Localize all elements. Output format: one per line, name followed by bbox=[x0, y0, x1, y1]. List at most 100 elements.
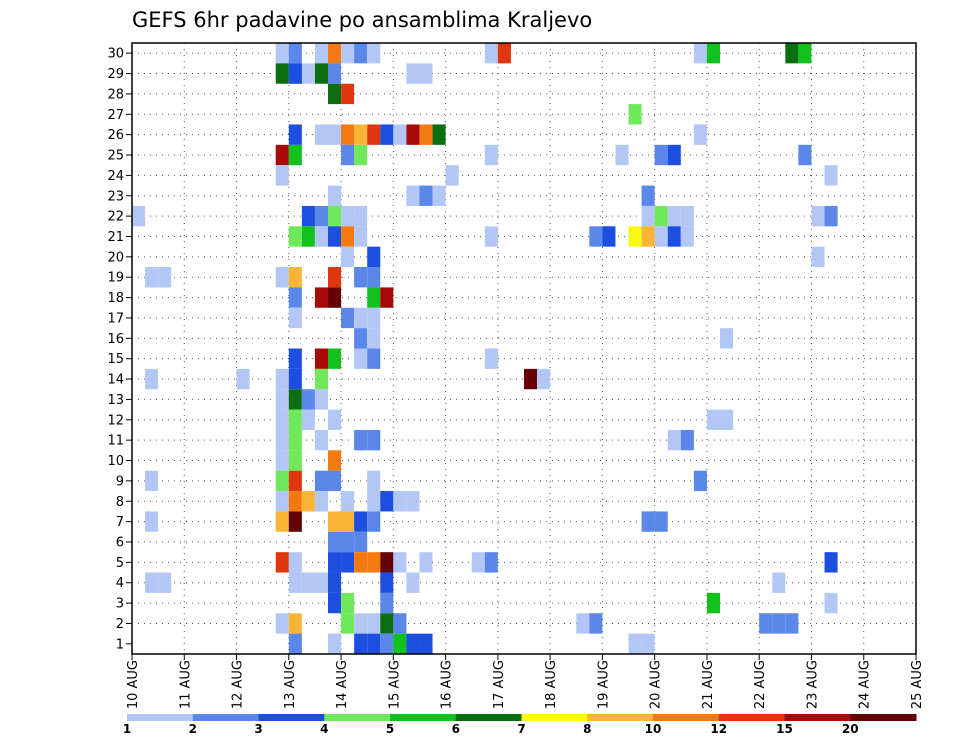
heatmap-cell bbox=[380, 633, 394, 654]
y-tick-label: 4 bbox=[116, 576, 124, 591]
heatmap-cell bbox=[288, 429, 302, 451]
x-tick-label: 20 AUG bbox=[649, 660, 664, 709]
heatmap-cell bbox=[314, 287, 328, 308]
heatmap-cell bbox=[314, 43, 328, 64]
heatmap-cell bbox=[380, 592, 394, 614]
heatmap-cell bbox=[288, 144, 302, 166]
heatmap-cell bbox=[275, 144, 289, 166]
heatmap-cell bbox=[367, 470, 381, 492]
heatmap-cell bbox=[693, 43, 707, 64]
heatmap-cell bbox=[341, 246, 355, 268]
heatmap-cell bbox=[367, 633, 381, 654]
x-tick-label: 12 AUG bbox=[231, 660, 246, 709]
heatmap-cell bbox=[811, 246, 825, 268]
heatmap-cell bbox=[328, 287, 342, 308]
colorbar-label: 20 bbox=[842, 722, 859, 736]
heatmap-cell bbox=[341, 124, 355, 145]
heatmap-cell bbox=[314, 572, 328, 593]
heatmap-cell bbox=[654, 205, 668, 227]
heatmap-cell bbox=[341, 613, 355, 634]
x-tick-label: 16 AUG bbox=[440, 660, 455, 709]
heatmap-cell bbox=[354, 328, 368, 349]
colorbar-swatch bbox=[784, 714, 851, 721]
heatmap-cell bbox=[275, 552, 289, 573]
heatmap-cell bbox=[524, 368, 538, 390]
x-tick-label: 10 AUG bbox=[126, 660, 141, 709]
heatmap-cell bbox=[471, 552, 485, 573]
colorbar-swatch bbox=[653, 714, 720, 721]
y-tick-label: 16 bbox=[107, 332, 124, 347]
colorbar-label: 7 bbox=[517, 722, 525, 736]
y-tick-label: 9 bbox=[116, 474, 124, 489]
heatmap-cell bbox=[484, 348, 498, 369]
heatmap-cell bbox=[354, 43, 368, 64]
y-tick-label: 25 bbox=[107, 149, 124, 164]
heatmap-cell bbox=[275, 63, 289, 84]
heatmap-cell bbox=[484, 43, 498, 64]
heatmap-cell bbox=[367, 511, 381, 532]
y-tick-label: 23 bbox=[107, 189, 124, 204]
heatmap-cell bbox=[354, 633, 368, 654]
heatmap-cell bbox=[301, 572, 315, 593]
heatmap-cell bbox=[380, 613, 394, 634]
colorbar-swatch bbox=[324, 714, 391, 721]
heatmap-cell bbox=[328, 226, 342, 247]
heatmap-cell bbox=[328, 552, 342, 573]
heatmap-cell bbox=[406, 633, 420, 654]
heatmap-cell bbox=[367, 429, 381, 451]
colorbar-label: 1 bbox=[123, 722, 131, 736]
colorbar: 1 2 3 4 5 6 7 8 10 12 15 20 bbox=[123, 714, 917, 736]
heatmap-cell bbox=[798, 43, 812, 64]
heatmap-cell bbox=[367, 613, 381, 634]
y-tick-label: 1 bbox=[116, 637, 124, 652]
heatmap-cell bbox=[275, 613, 289, 634]
heatmap-cell bbox=[354, 205, 368, 227]
heatmap-cell bbox=[380, 572, 394, 593]
heatmap-cell bbox=[641, 185, 655, 206]
heatmap-cell bbox=[654, 144, 668, 166]
heatmap-cell bbox=[785, 613, 799, 634]
colorbar-label: 15 bbox=[776, 722, 793, 736]
heatmap-cell bbox=[314, 470, 328, 492]
y-tick-label: 20 bbox=[107, 250, 124, 265]
heatmap-cell bbox=[314, 389, 328, 410]
heatmap-cell bbox=[641, 633, 655, 654]
heatmap-cell bbox=[432, 124, 446, 145]
colorbar-label: 3 bbox=[254, 722, 262, 736]
heatmap-cell bbox=[419, 633, 433, 654]
heatmap-cell bbox=[419, 63, 433, 84]
heatmap-cell bbox=[367, 307, 381, 329]
heatmap-cell bbox=[798, 144, 812, 166]
y-tick-label: 29 bbox=[107, 67, 124, 82]
y-tick-label: 27 bbox=[107, 108, 124, 123]
heatmap-cell bbox=[720, 409, 734, 430]
x-tick-label: 15 AUG bbox=[387, 660, 402, 709]
heatmap-cell bbox=[288, 633, 302, 654]
heatmap-cell bbox=[341, 144, 355, 166]
heatmap-cell bbox=[824, 552, 838, 573]
heatmap-cell bbox=[354, 531, 368, 553]
heatmap-cell bbox=[301, 226, 315, 247]
heatmap-cell bbox=[680, 205, 694, 227]
heatmap-cell bbox=[654, 511, 668, 532]
y-tick-label: 11 bbox=[107, 434, 124, 449]
heatmap-cell bbox=[301, 491, 315, 512]
heatmap-cell bbox=[275, 511, 289, 532]
heatmap-cell bbox=[484, 552, 498, 573]
heatmap-cell bbox=[328, 572, 342, 593]
y-tick-label: 30 bbox=[107, 47, 124, 62]
heatmap-cell bbox=[328, 511, 342, 532]
heatmap-cell bbox=[275, 409, 289, 430]
x-tick-label: 13 AUG bbox=[283, 660, 298, 709]
heatmap-cell bbox=[236, 368, 250, 390]
heatmap-cell bbox=[419, 124, 433, 145]
heatmap-cell bbox=[785, 43, 799, 64]
heatmap-cell bbox=[367, 552, 381, 573]
heatmap-cell bbox=[393, 552, 407, 573]
heatmap-cell bbox=[328, 63, 342, 84]
heatmap-cell bbox=[275, 165, 289, 186]
heatmap-cell bbox=[288, 409, 302, 430]
heatmap-cell bbox=[328, 83, 342, 105]
heatmap-cell bbox=[341, 307, 355, 329]
heatmap-cell bbox=[328, 531, 342, 553]
